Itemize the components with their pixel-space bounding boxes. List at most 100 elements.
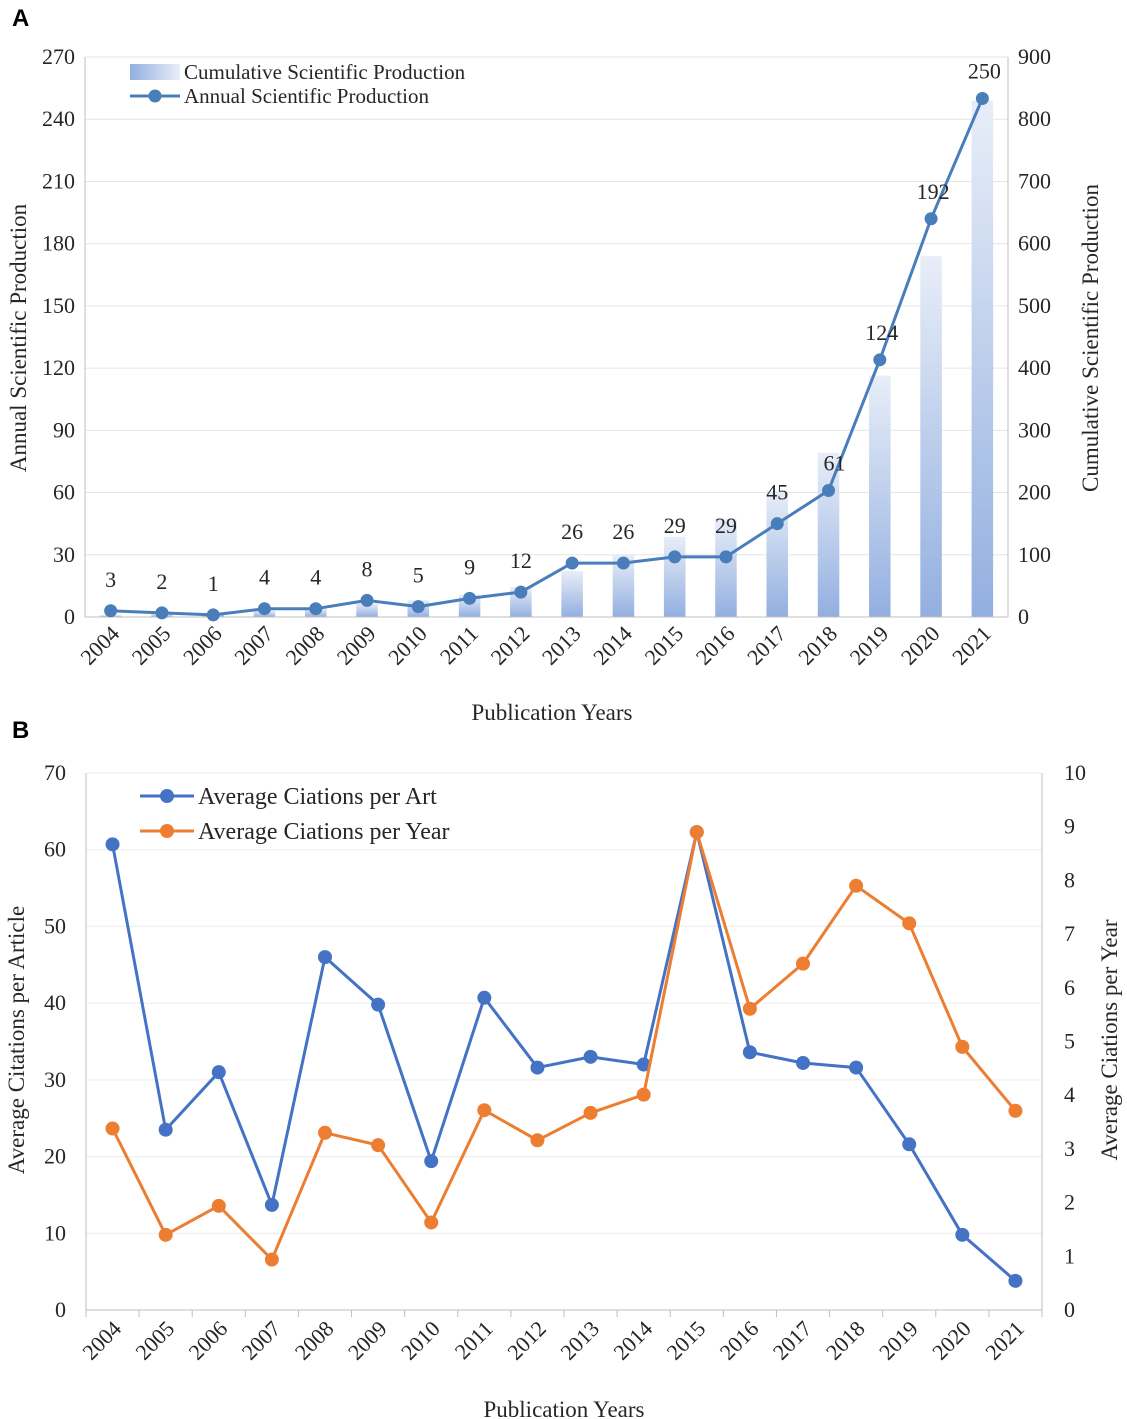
bar [356,603,378,617]
per-art-point [158,1122,173,1137]
per-year-point [318,1125,332,1140]
line-point [104,604,118,618]
x-tick-label: 2007 [237,1316,286,1365]
per-art-point [105,837,120,852]
y-tick-label: 30 [53,542,75,567]
per-year-point [477,1103,492,1118]
chart-a-ylabel: Annual Scientific Production [6,203,31,472]
y2-tick-label: 600 [1018,231,1051,256]
per-year-line [111,830,1017,1262]
chart-a-legend: Cumulative Scientific Production Annual … [130,60,466,108]
x-tick-label: 2007 [229,621,278,670]
y2-tick-label: 9 [1064,814,1075,839]
per-year-point [583,1105,598,1120]
per-art-point [583,1049,598,1064]
bar [715,518,737,617]
x-tick-label: 2014 [608,1316,657,1365]
bar [663,536,686,617]
y-tick-label: 60 [44,837,66,862]
line-point [155,606,169,620]
data-label: 9 [464,554,475,579]
y-tick-label: 240 [42,106,75,131]
y-tick-label: 210 [42,168,75,193]
data-label: 61 [824,450,846,475]
line-point [616,556,630,570]
y-tick-label: 0 [64,604,75,629]
per-year-point [264,1252,279,1267]
per-art-point [849,1060,864,1075]
per-art-point [1008,1273,1023,1288]
x-tick-label: 2021 [947,621,996,670]
data-label: 3 [105,567,116,592]
per-year-point [530,1133,545,1148]
chart-b-lines [105,825,1023,1288]
x-tick-label: 2008 [290,1316,339,1365]
data-label: 1 [208,571,219,596]
legend-bar-swatch [130,64,180,80]
chart-a-xlabel: Publication Years [472,700,633,725]
bar [971,100,994,618]
y-tick-label: 30 [44,1067,66,1092]
y-tick-label: 50 [44,913,66,938]
line-point [975,91,989,105]
chart-b-y2label: Average Ciations per Year [1097,919,1122,1160]
y2-tick-label: 8 [1064,867,1075,892]
bar [561,570,583,617]
series-line [110,97,984,617]
legend-annual: Annual Scientific Production [184,84,429,108]
chart-a-data-labels: 3 2 1 4 4 8 5 9 12 26 26 29 29 45 61 124 192 250 [105,58,1001,595]
x-tick-label: 2010 [396,1316,445,1365]
y2-tick-label: 6 [1064,975,1075,1000]
y2-tick-label: 0 [1018,604,1029,629]
per-art-point [424,1154,439,1169]
x-tick-label: 2009 [332,621,381,670]
per-year-point [371,1138,386,1153]
line-point [514,585,528,599]
x-tick-label: 2019 [874,1316,923,1365]
line-point [770,517,784,531]
y-tick-label: 120 [42,355,75,380]
panel-b-label: B [12,717,29,744]
legend-art-marker [160,789,174,803]
per-art-line [111,830,1017,1282]
data-label: 26 [561,519,583,544]
x-tick-label: 2004 [75,621,124,670]
data-label: 4 [259,565,270,590]
line-point [411,600,425,614]
line-point [463,591,477,605]
y-tick-label: 40 [44,990,66,1015]
line-point [668,550,682,564]
chart-a-bars [99,100,994,618]
x-tick-label: 2013 [537,621,586,670]
legend-line-marker [148,89,162,103]
legend-per-art: Average Ciations per Art [198,784,437,810]
data-label: 124 [865,320,898,345]
chart-a: 0306090120150180210240270010020030040050… [6,44,1103,725]
data-label: 29 [664,513,686,538]
x-tick-label: 2004 [77,1316,126,1365]
bar [612,554,635,617]
x-tick-label: 2011 [450,1316,498,1364]
line-point [924,212,938,226]
y-tick-label: 0 [55,1297,66,1322]
x-tick-label: 2018 [793,621,842,670]
chart-a-line [104,91,989,622]
per-year-point [796,956,810,971]
x-tick-label: 2019 [845,621,894,670]
data-label: 12 [510,548,532,573]
bar [869,375,891,617]
x-tick-label: 2016 [715,1316,764,1365]
x-tick-label: 2006 [184,1316,233,1365]
per-art-point [955,1227,970,1242]
bar [817,452,840,617]
chart-b-legend: Average Ciations per Art Average Ciation… [140,784,449,845]
line-point [822,483,836,497]
per-year-point [211,1198,226,1213]
panel-a-label: A [12,5,29,32]
data-label: 29 [715,513,737,538]
data-label: 250 [968,58,1001,83]
x-tick-label: 2012 [486,621,535,670]
y2-tick-label: 0 [1064,1297,1075,1322]
per-year-point [955,1039,970,1054]
